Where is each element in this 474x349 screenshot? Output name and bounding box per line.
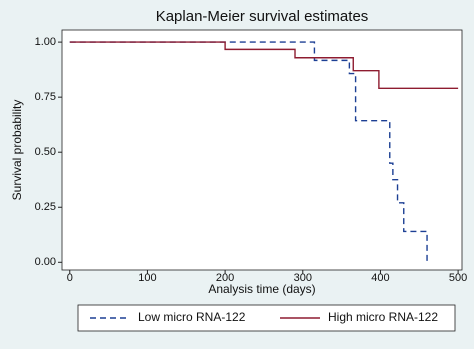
survival-curve <box>69 41 428 263</box>
y-tick-label: 0.25 <box>35 201 56 213</box>
x-tick-label: 0 <box>67 272 73 284</box>
y-tick-label: 1.00 <box>35 36 56 48</box>
x-tick-label: 300 <box>294 272 312 284</box>
y-tick-label: 0.75 <box>35 91 56 103</box>
y-tick-label: 0.50 <box>35 146 56 158</box>
x-tick-label: 400 <box>371 272 389 284</box>
y-axis-title: Survival probability <box>10 100 24 201</box>
x-tick-label: 100 <box>138 272 156 284</box>
survival-curve <box>69 41 459 90</box>
legend <box>77 304 456 332</box>
legend-label: Low micro RNA-122 <box>138 310 246 324</box>
y-tick-label: 0.00 <box>35 256 56 268</box>
x-tick-label: 200 <box>216 272 234 284</box>
legend-label: High micro RNA-122 <box>328 310 438 324</box>
plot-area <box>61 29 463 271</box>
chart-title: Kaplan-Meier survival estimates <box>156 8 369 25</box>
x-tick-label: 500 <box>449 272 467 284</box>
x-axis-title: Analysis time (days) <box>208 282 315 296</box>
